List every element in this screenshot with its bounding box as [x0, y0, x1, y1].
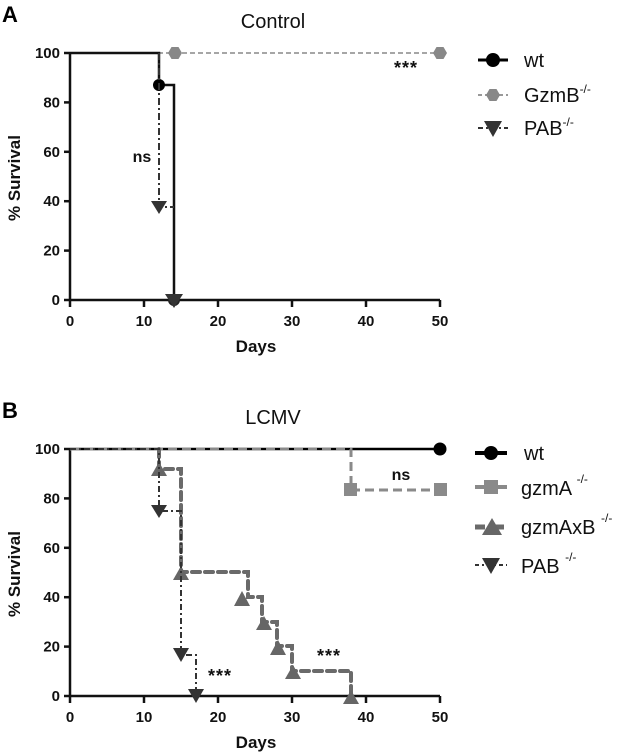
panel-a-legend: wt GzmB-/- PAB-/-: [478, 50, 591, 140]
ytick-20: 20: [43, 639, 60, 656]
xtick-50: 50: [432, 313, 449, 330]
svg-text:PAB-/-: PAB-/-: [524, 115, 574, 140]
triangle-down-marker: [151, 201, 167, 214]
legend-item-gzmb: GzmB-/-: [478, 82, 591, 107]
panel-b-xticks: 0 10 20 30 40 50: [66, 709, 449, 726]
circle-marker: [433, 442, 447, 456]
xtick-10: 10: [136, 709, 153, 726]
panel-a-xlabel: Days: [236, 337, 277, 356]
svg-text:PAB -/-: PAB -/-: [521, 550, 576, 578]
panel-b-ns-annotation: ns: [392, 467, 411, 484]
panel-b-axes: [64, 447, 442, 703]
triangle-down-marker: [188, 689, 204, 703]
panel-b-significance-stars-gzmaxb: ***: [317, 646, 341, 666]
ytick-100: 100: [35, 45, 60, 62]
legend-item-wt: wt: [478, 50, 544, 72]
panel-b-title: LCMV: [245, 407, 301, 429]
xtick-0: 0: [66, 709, 74, 726]
triangle-down-marker: [165, 294, 183, 308]
ytick-20: 20: [43, 243, 60, 260]
svg-text:wt: wt: [523, 50, 544, 72]
xtick-50: 50: [432, 709, 449, 726]
panel-a-axes: [64, 51, 442, 307]
xtick-30: 30: [284, 313, 301, 330]
panel-b-series-gzmaxb: [151, 447, 359, 704]
xtick-40: 40: [358, 313, 375, 330]
xtick-20: 20: [210, 709, 227, 726]
panel-a-letter: A: [2, 2, 18, 27]
ytick-80: 80: [43, 94, 60, 111]
triangle-up-marker: [285, 665, 301, 679]
panel-a-xticks: 0 10 20 30 40 50: [66, 313, 449, 330]
panel-b-xlabel: Days: [236, 733, 277, 752]
svg-text:gzmA -/-: gzmA -/-: [521, 472, 588, 500]
hexagon-marker: [433, 47, 447, 59]
panel-b-significance-stars-pab: ***: [208, 666, 232, 686]
ytick-80: 80: [43, 490, 60, 507]
panel-a-series-wt: [70, 51, 180, 306]
panel-b: B LCMV 100 80 60 40 20 0 0: [2, 398, 612, 752]
panel-b-series-pab: [70, 448, 204, 703]
xtick-0: 0: [66, 313, 74, 330]
panel-a-ns-annotation: ns: [133, 149, 152, 166]
ytick-0: 0: [52, 688, 60, 705]
panel-a-ylabel: % Survival: [5, 135, 24, 221]
panel-a-significance-stars: ***: [394, 58, 418, 78]
triangle-up-marker: [270, 640, 286, 655]
panel-b-ylabel: % Survival: [5, 531, 24, 617]
legend-item-wt: wt: [475, 443, 544, 465]
panel-a: A Control 100 80 60 40 20 0: [2, 2, 591, 356]
triangle-down-marker: [151, 505, 167, 518]
legend-item-gzma: gzmA -/-: [475, 472, 588, 500]
legend-item-pab: PAB -/-: [475, 550, 576, 578]
panel-b-letter: B: [2, 398, 18, 423]
ytick-60: 60: [43, 144, 60, 161]
legend-item-pab: PAB-/-: [478, 115, 574, 140]
ytick-60: 60: [43, 540, 60, 557]
square-marker: [434, 483, 447, 496]
legend-item-gzmaxb: gzmAxB -/-: [475, 511, 612, 539]
triangle-up-marker: [234, 591, 250, 606]
xtick-40: 40: [358, 709, 375, 726]
ytick-40: 40: [43, 589, 60, 606]
ytick-40: 40: [43, 193, 60, 210]
ytick-100: 100: [35, 441, 60, 458]
triangle-up-marker: [343, 690, 359, 704]
svg-text:gzmAxB -/-: gzmAxB -/-: [521, 511, 612, 539]
svg-text:GzmB-/-: GzmB-/-: [524, 82, 591, 107]
panel-a-series-gzmb: [70, 47, 447, 59]
hexagon-marker: [168, 47, 182, 59]
svg-text:wt: wt: [523, 443, 544, 465]
panel-a-series-pab: [151, 53, 183, 308]
triangle-down-marker: [173, 648, 189, 662]
panel-b-yticks: 100 80 60 40 20 0: [35, 441, 60, 705]
triangle-up-marker: [256, 616, 272, 630]
panel-a-yticks: 100 80 60 40 20 0: [35, 45, 60, 309]
ytick-0: 0: [52, 292, 60, 309]
square-marker: [344, 483, 357, 496]
xtick-30: 30: [284, 709, 301, 726]
panel-b-series-gzma: [70, 447, 447, 496]
panel-b-legend: wt gzmA -/- gzmAxB -/- PAB -/-: [475, 443, 612, 578]
xtick-10: 10: [136, 313, 153, 330]
panel-a-title: Control: [241, 11, 305, 33]
xtick-20: 20: [210, 313, 227, 330]
